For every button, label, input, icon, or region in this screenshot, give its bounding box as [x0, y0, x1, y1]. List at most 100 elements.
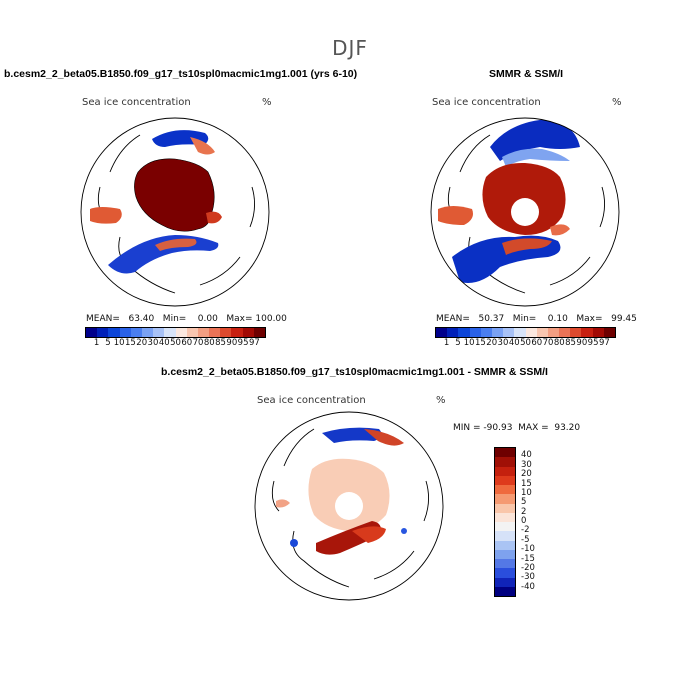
right-colorbar-swatch: [570, 328, 582, 337]
diff-colorbar-swatch: [495, 485, 515, 495]
diff-colorbar-swatch: [495, 540, 515, 550]
diff-colorbar-swatch: [495, 503, 515, 513]
right-colorbar-swatch: [503, 328, 515, 337]
left-colorbar-label: 80: [203, 338, 215, 348]
diff-colorbar-label: 15: [521, 478, 532, 489]
left-colorbar: 1 5 10 15 20 30 40 50 60 70 80 85 90 95 97: [85, 327, 266, 348]
right-polar-map: [430, 117, 620, 307]
diff-colorbar: [494, 447, 516, 597]
right-field-label: Sea ice concentration: [432, 97, 541, 108]
diff-colorbar-label: -15: [521, 553, 535, 564]
diff-colorbar-swatch: [495, 559, 515, 569]
diff-colorbar-swatch: [495, 577, 515, 587]
left-colorbar-label: 10: [113, 338, 125, 348]
right-colorbar-label: 97: [598, 338, 610, 348]
diff-colorbar-label: -40: [521, 581, 535, 592]
right-colorbar-label: 20: [486, 338, 498, 348]
left-colorbar-swatch: [97, 328, 109, 337]
right-panel-heading: SMMR & SSM/I: [489, 68, 564, 80]
right-colorbar-label: 15: [475, 338, 486, 348]
right-colorbar-swatch: [480, 328, 492, 337]
left-colorbar-swatch: [253, 328, 265, 337]
left-panel-heading: b.cesm2_2_beta05.B1850.f09_g17_ts10spl0m…: [4, 68, 358, 80]
left-colorbar-swatch: [231, 328, 243, 337]
diff-colorbar-label: -20: [521, 562, 535, 573]
left-colorbar-label: 60: [181, 338, 193, 348]
diff-colorbar-swatches: [494, 447, 516, 597]
right-colorbar-label: 60: [531, 338, 543, 348]
diff-colorbar-label: -2: [521, 525, 530, 536]
left-colorbar-label: 15: [125, 338, 136, 348]
right-colorbar-label: 80: [553, 338, 565, 348]
right-colorbar-label: 10: [463, 338, 475, 348]
diff-colorbar-swatch: [495, 568, 515, 578]
left-colorbar-swatch: [186, 328, 198, 337]
left-field-label: Sea ice concentration: [82, 97, 191, 108]
left-colorbar-swatch: [86, 328, 98, 337]
diff-colorbar-swatch: [495, 457, 515, 467]
left-colorbar-label: 97: [248, 338, 260, 348]
right-colorbar-swatch: [603, 328, 615, 337]
right-colorbar-label: 85: [565, 338, 576, 348]
right-colorbar-swatches: [435, 327, 616, 338]
left-colorbar-label: 1: [93, 338, 100, 348]
left-colorbar-swatch: [220, 328, 232, 337]
left-colorbar-label: 50: [170, 338, 181, 348]
right-colorbar-swatch: [469, 328, 481, 337]
left-colorbar-swatch: [197, 328, 210, 337]
left-colorbar-label: 70: [192, 338, 204, 348]
right-colorbar-swatch: [581, 328, 593, 337]
left-colorbar-swatch: [164, 328, 176, 337]
diff-colorbar-swatch: [495, 522, 515, 532]
right-colorbar: 1 5 10 15 20 30 40 50 60 70 80 85 90 95 97: [435, 327, 616, 348]
diff-colorbar-swatch: [495, 475, 515, 485]
right-colorbar-swatch: [514, 328, 526, 337]
diff-colorbar-label: -5: [521, 534, 530, 545]
right-colorbar-label: 70: [542, 338, 554, 348]
left-colorbar-label: 95: [237, 338, 249, 348]
left-colorbar-label: 30: [147, 338, 159, 348]
diff-colorbar-label: -10: [521, 544, 535, 555]
right-colorbar-swatch: [458, 328, 470, 337]
diff-colorbar-swatch: [495, 512, 515, 522]
left-colorbar-label: 5: [105, 338, 111, 348]
right-colorbar-swatch: [547, 328, 560, 337]
diff-colorbar-label: 30: [521, 459, 532, 470]
left-colorbar-swatch: [108, 328, 120, 337]
left-colorbar-label: 90: [226, 338, 238, 348]
diff-colorbar-label: 20: [521, 469, 532, 480]
left-colorbar-label: 40: [158, 338, 170, 348]
left-colorbar-label: 20: [136, 338, 148, 348]
left-colorbar-swatch: [130, 328, 142, 337]
diff-colorbar-swatch: [495, 494, 515, 504]
figure-title: DJF: [332, 36, 368, 60]
diff-colorbar-swatch: [495, 448, 515, 458]
diff-colorbar-label: 2: [521, 506, 527, 517]
right-colorbar-label: 40: [508, 338, 520, 348]
diff-colorbar-swatch: [495, 466, 515, 476]
right-colorbar-label: 1: [443, 338, 450, 348]
diff-colorbar-label: 0: [521, 516, 527, 526]
left-colorbar-swatch: [209, 328, 221, 337]
diff-colorbar-swatch: [495, 549, 515, 559]
right-colorbar-labels: 1 5 10 15 20 30 40 50 60 70 80 85 90 95 97: [441, 338, 610, 348]
diff-colorbar-swatch: [495, 531, 515, 541]
right-colorbar-swatch: [436, 328, 448, 337]
left-colorbar-swatch: [242, 328, 254, 337]
left-colorbar-labels: 1 5 10 15 20 30 40 50 60 70 80 85 90 95 97: [91, 338, 260, 348]
diff-colorbar-labels: 40 30 20 15 10 5 2 0 -2 -5 -10 -15 -20 -30 -40: [521, 447, 561, 597]
diff-colorbar-swatch: [495, 586, 515, 596]
left-colorbar-swatch: [141, 328, 154, 337]
right-colorbar-swatch: [525, 328, 537, 337]
diff-polar-map: [254, 411, 444, 601]
diff-panel-heading: b.cesm2_2_beta05.B1850.f09_g17_ts10spl0m…: [161, 366, 548, 378]
left-polar-map: [80, 117, 270, 307]
diff-colorbar-label: 5: [521, 497, 527, 508]
diff-unit-label: %: [436, 395, 446, 406]
left-unit-label: %: [262, 97, 272, 108]
diff-colorbar-label: 40: [521, 450, 532, 461]
right-colorbar-label: 90: [576, 338, 588, 348]
left-colorbar-swatches: [85, 327, 266, 338]
right-colorbar-label: 95: [587, 338, 599, 348]
diff-colorbar-label: 10: [521, 487, 532, 498]
